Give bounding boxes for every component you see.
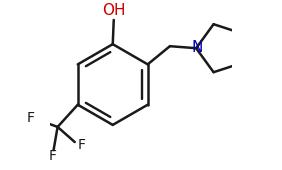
Text: F: F [49,149,57,163]
Text: N: N [191,40,203,55]
Text: F: F [26,111,34,125]
Text: F: F [78,138,85,152]
Text: OH: OH [102,3,125,18]
